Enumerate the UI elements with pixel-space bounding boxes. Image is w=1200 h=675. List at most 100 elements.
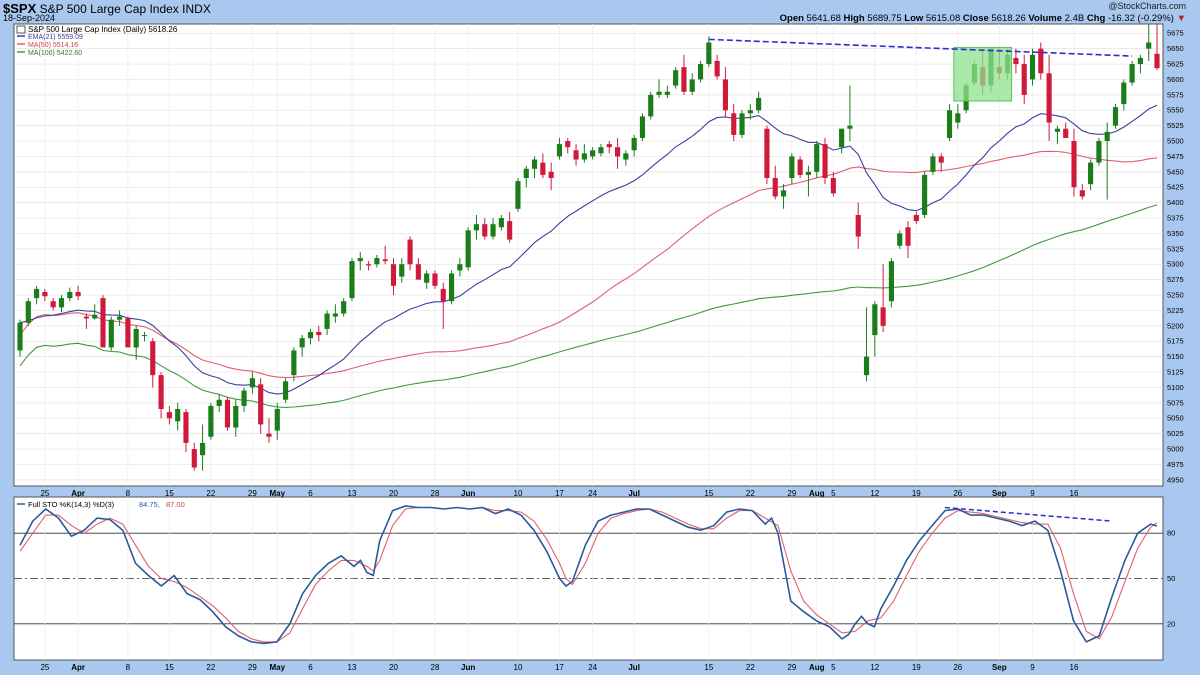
candle-body (938, 156, 944, 163)
price-tick-label: 5150 (1167, 352, 1184, 361)
candle-body (631, 137, 637, 151)
price-x-tick-label: May (269, 489, 285, 498)
price-tick-label: 5300 (1167, 260, 1184, 269)
sto-x-tick-label: 29 (248, 663, 257, 672)
sto-tick-label: 80 (1167, 529, 1175, 538)
price-x-tick-label: 29 (248, 489, 257, 498)
price-x-tick-label: 22 (746, 489, 755, 498)
sto-x-tick-label: Jul (628, 663, 640, 672)
candle-body (482, 224, 488, 237)
candle-body (349, 261, 355, 299)
candle-body (922, 174, 928, 215)
candle-body (764, 128, 770, 178)
candle-body (34, 288, 40, 299)
candle-body (448, 273, 455, 302)
candle-body (158, 375, 164, 409)
candle-body (540, 162, 546, 175)
price-tick-label: 5225 (1167, 306, 1184, 315)
candle-body (946, 110, 953, 138)
candle-body (1154, 53, 1160, 69)
price-tick-label: 5025 (1167, 429, 1184, 438)
sto-x-tick-label: 25 (40, 663, 49, 672)
candle-body (374, 258, 380, 265)
candle-body (756, 97, 762, 111)
sto-x-tick-label: 22 (746, 663, 755, 672)
candle-body (681, 67, 687, 92)
candle-body (258, 384, 264, 425)
candle-body (1088, 162, 1094, 185)
volume-label: Volume (1028, 13, 1062, 24)
price-legend: S&P 500 Large Cap Index (Daily) 5618.26 … (16, 25, 178, 57)
candle-body (880, 307, 886, 326)
price-tick-label: 5100 (1167, 383, 1184, 392)
candle-body (863, 356, 870, 376)
candle-body (473, 224, 480, 231)
candle-body (614, 147, 621, 157)
candle-body (399, 264, 405, 277)
candle-body (299, 338, 305, 348)
open-label: Open (779, 13, 804, 24)
candle-body (465, 230, 471, 268)
candle-body (341, 301, 347, 314)
price-x-tick-label: 9 (1030, 489, 1035, 498)
sto-tick-label: 50 (1167, 574, 1175, 583)
sto-y-axis: 80 50 20 (1167, 529, 1175, 629)
candle-body (1038, 48, 1044, 74)
price-x-tick-label: 6 (308, 489, 313, 498)
candle-body (1071, 141, 1077, 188)
price-tick-label: 5400 (1167, 198, 1184, 207)
price-x-tick-label: 29 (787, 489, 796, 498)
candle-body (332, 313, 338, 317)
price-tick-label: 5675 (1167, 29, 1184, 38)
price-tick-label: 5050 (1167, 414, 1184, 423)
candle-body (706, 42, 712, 65)
sto-d-line (19, 506, 1158, 643)
resistance-trendline (708, 38, 1133, 57)
price-x-tick-label: 20 (389, 489, 398, 498)
candle-body (623, 153, 629, 160)
sto-x-tick-label: 22 (206, 663, 215, 672)
candle-body (200, 442, 206, 456)
price-x-tick-label: Jul (628, 489, 640, 498)
sto-x-tick-label: Sep (992, 663, 1007, 672)
sto-lines (19, 505, 1158, 645)
price-x-tick-label: 25 (40, 489, 49, 498)
price-tick-label: 5375 (1167, 214, 1184, 223)
sto-x-tick-label: 15 (165, 663, 174, 672)
symbol-name: S&P 500 Large Cap Index (39, 2, 179, 16)
candle-body (175, 409, 181, 422)
candle-body (648, 94, 654, 117)
price-tick-label: 5500 (1167, 137, 1184, 146)
sto-x-tick-label: 10 (514, 663, 523, 672)
candle-body (1079, 190, 1085, 197)
candle-body (283, 381, 289, 400)
sto-x-tick-label: 5 (831, 663, 836, 672)
price-tick-label: 5550 (1167, 106, 1184, 115)
moving-averages (19, 104, 1158, 408)
candle-body (1112, 107, 1119, 126)
price-tick-label: 5250 (1167, 291, 1184, 300)
price-x-tick-label: Sep (992, 489, 1007, 498)
candle-body (930, 156, 936, 172)
high-label: High (843, 13, 865, 24)
candle-body (548, 171, 554, 178)
chg-value: -16.32 (-0.29%) (1107, 13, 1174, 24)
candle-body (598, 147, 604, 154)
price-x-axis: 25 Apr 8 15 22 29 May 6 13 20 28 Jun 10 17 24 Jul 15 22 29… (40, 489, 1079, 498)
candle-body (714, 60, 720, 77)
candle-body (432, 273, 438, 286)
price-tick-label: 5475 (1167, 152, 1184, 161)
price-x-tick-label: 12 (870, 489, 879, 498)
candle-body (241, 390, 247, 406)
candle-body (1104, 131, 1110, 142)
low-label: Low (904, 13, 924, 24)
candle-body (772, 178, 778, 197)
candle-body (307, 332, 314, 339)
candle-body (17, 322, 23, 351)
high-value: 5689.75 (867, 13, 902, 24)
candle-body (590, 150, 596, 157)
highlight-box (953, 46, 1013, 102)
candle-body (490, 224, 496, 237)
volume-value: 2.4B (1064, 13, 1085, 24)
chg-label: Chg (1086, 13, 1106, 24)
